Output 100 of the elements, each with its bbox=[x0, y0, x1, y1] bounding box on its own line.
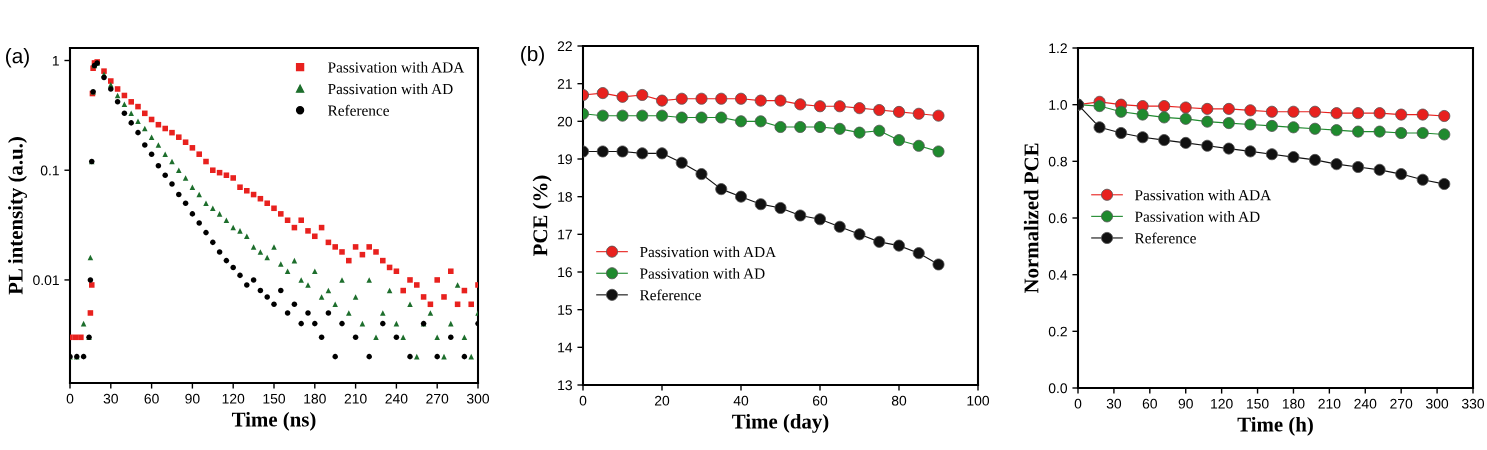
point bbox=[332, 353, 338, 360]
point bbox=[244, 282, 250, 288]
point bbox=[135, 129, 141, 136]
point bbox=[169, 181, 175, 187]
point bbox=[352, 334, 359, 341]
y-tick-label: 18 bbox=[558, 192, 572, 202]
x-tick-label: 30 bbox=[1106, 398, 1122, 409]
point bbox=[108, 86, 114, 92]
point bbox=[264, 294, 270, 300]
point bbox=[284, 310, 291, 316]
x-tick-label: 330 bbox=[1461, 398, 1485, 409]
x-tick-label: 40 bbox=[733, 395, 749, 406]
legend-label: Passivation with AD bbox=[639, 268, 765, 279]
y-axis-title: Normalized PCE bbox=[1023, 143, 1039, 294]
point bbox=[128, 120, 134, 126]
legend-label: Passivation with AD bbox=[1134, 211, 1260, 222]
y-tick-label: 1.2 bbox=[1049, 43, 1067, 54]
point bbox=[80, 353, 87, 360]
x-tick-label: 30 bbox=[103, 393, 118, 404]
y-axis-title: PL intensity (a.u.) bbox=[8, 137, 27, 295]
point bbox=[114, 99, 121, 105]
x-tick-label: 0 bbox=[1074, 398, 1082, 409]
y-tick-label: 0.1 bbox=[40, 165, 59, 176]
y-tick-label: 0.01 bbox=[33, 275, 59, 286]
point bbox=[155, 162, 162, 169]
y-tick-label: 0.8 bbox=[1048, 156, 1067, 167]
point bbox=[339, 320, 345, 327]
y-tick-label: 15 bbox=[558, 305, 572, 315]
legend-label: Passivation with ADA bbox=[328, 61, 465, 73]
y-tick-label: 1.0 bbox=[1049, 100, 1068, 110]
y-tick-label: 20 bbox=[557, 116, 573, 127]
point bbox=[271, 301, 277, 308]
x-tick-label: 210 bbox=[1318, 398, 1341, 409]
point bbox=[305, 310, 311, 316]
point bbox=[162, 172, 168, 179]
point bbox=[278, 287, 284, 294]
x-axis-title: Time (ns) bbox=[231, 411, 316, 431]
point bbox=[230, 264, 236, 271]
x-tick-label: 90 bbox=[185, 393, 200, 404]
y-tick-label: 14 bbox=[558, 342, 573, 353]
point bbox=[434, 353, 440, 360]
point bbox=[189, 211, 196, 217]
point bbox=[87, 277, 94, 283]
y-tick-label: 0.0 bbox=[1048, 383, 1068, 394]
point bbox=[196, 220, 202, 226]
x-axis-title: Time (h) bbox=[1237, 416, 1313, 436]
point bbox=[448, 334, 454, 341]
y-tick-label: 17 bbox=[558, 229, 572, 240]
x-tick-label: 300 bbox=[466, 393, 490, 404]
x-tick-label: 100 bbox=[967, 395, 990, 406]
legend-label: Passivation with ADA bbox=[1134, 189, 1272, 201]
point bbox=[257, 287, 264, 294]
y-tick-label: 0.6 bbox=[1048, 213, 1067, 224]
y-tick-label: 21 bbox=[557, 79, 572, 89]
x-tick-label: 180 bbox=[304, 393, 326, 404]
y-axis-title: PCE (%) bbox=[532, 175, 552, 256]
point bbox=[250, 277, 257, 283]
point bbox=[101, 74, 107, 81]
point bbox=[318, 334, 325, 341]
x-tick-label: 120 bbox=[1211, 398, 1233, 409]
x-tick-label: 270 bbox=[426, 393, 449, 404]
y-tick-label: 19 bbox=[558, 154, 572, 165]
x-tick-label: 240 bbox=[1354, 398, 1377, 409]
y-tick-label: 0.4 bbox=[1048, 270, 1068, 280]
y-tick-label: 16 bbox=[558, 267, 572, 278]
x-tick-label: 300 bbox=[1426, 398, 1449, 409]
point bbox=[203, 229, 209, 236]
x-tick-label: 0 bbox=[66, 393, 74, 404]
x-tick-label: 210 bbox=[344, 393, 367, 404]
point bbox=[237, 272, 243, 279]
legend-label: Passivation with AD bbox=[328, 83, 453, 95]
x-tick-label: 80 bbox=[891, 395, 907, 406]
legend-label: Reference bbox=[639, 289, 701, 301]
point bbox=[298, 320, 304, 327]
y-tick-label: 1 bbox=[52, 55, 59, 66]
x-tick-label: 240 bbox=[385, 393, 408, 404]
x-tick-label: 20 bbox=[654, 395, 670, 406]
point bbox=[380, 320, 386, 327]
x-tick-label: 120 bbox=[222, 393, 245, 404]
point bbox=[176, 191, 182, 198]
x-axis-title: Time (day) bbox=[732, 413, 829, 433]
x-tick-label: 60 bbox=[812, 395, 828, 406]
point bbox=[291, 301, 298, 308]
y-tick-label: 0.2 bbox=[1048, 326, 1067, 337]
point bbox=[142, 142, 148, 148]
point bbox=[461, 353, 468, 360]
x-tick-label: 0 bbox=[579, 395, 587, 406]
x-tick-label: 150 bbox=[263, 393, 286, 404]
point bbox=[216, 249, 223, 255]
point bbox=[121, 110, 128, 117]
y-tick-label: 13 bbox=[558, 380, 572, 391]
x-tick-label: 60 bbox=[144, 393, 159, 404]
point bbox=[366, 353, 372, 360]
legend-label: Reference bbox=[1134, 232, 1196, 244]
point bbox=[210, 239, 216, 246]
legend-label: Reference bbox=[328, 104, 389, 116]
point bbox=[407, 353, 413, 360]
point bbox=[393, 334, 400, 341]
legend-label: Passivation with ADA bbox=[639, 246, 777, 258]
point bbox=[325, 310, 332, 316]
